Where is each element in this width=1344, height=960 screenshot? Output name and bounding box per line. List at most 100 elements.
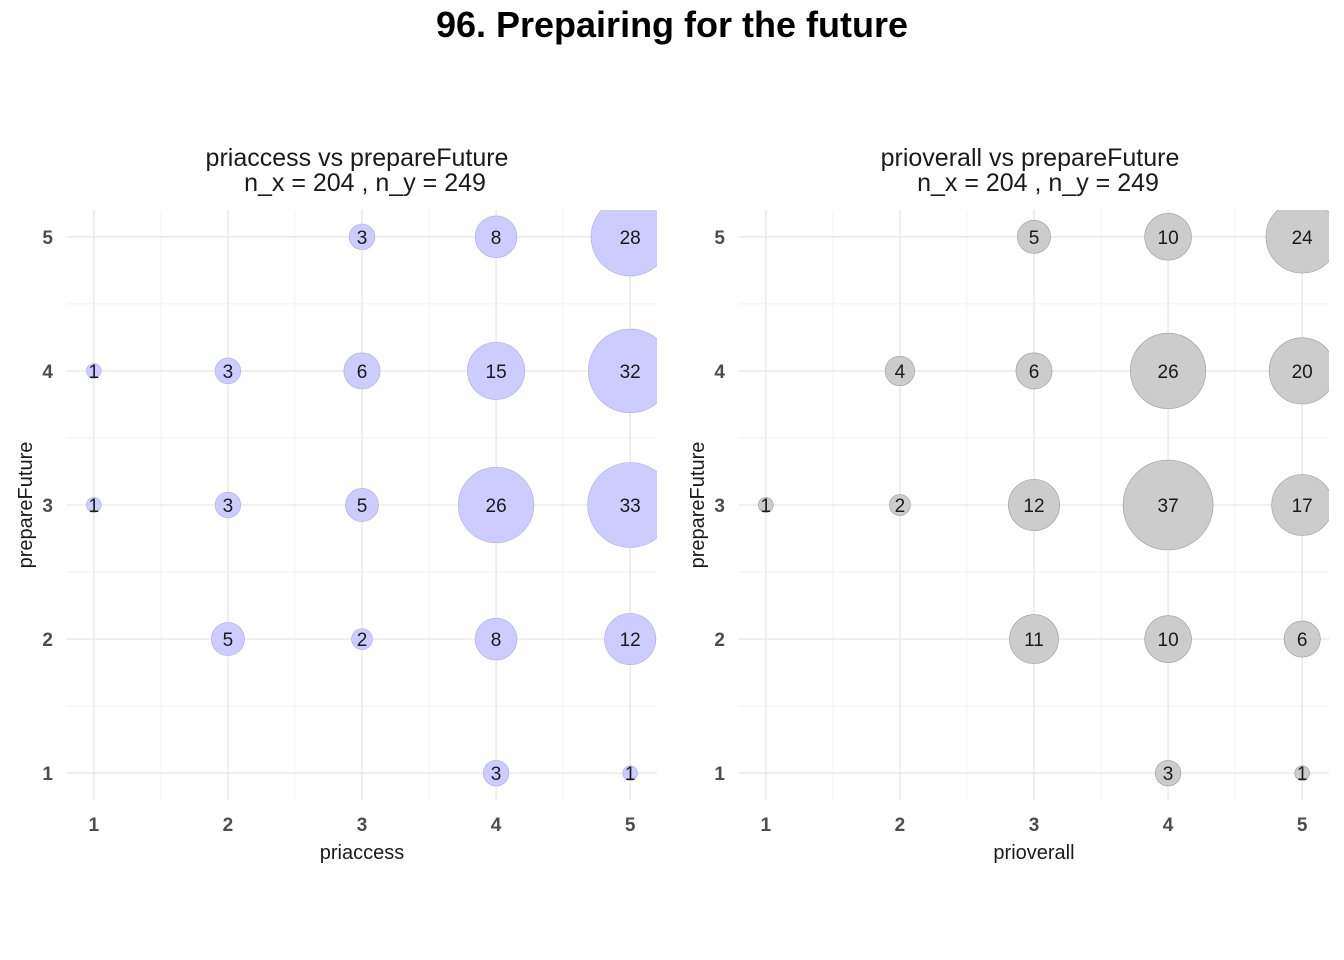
bubble-label: 12 (620, 630, 641, 651)
bubble-label: 1 (89, 362, 100, 383)
bubble (1130, 332, 1207, 409)
bubble-group (86, 210, 657, 787)
bubble-label: 6 (357, 362, 368, 383)
bubble (1268, 337, 1329, 405)
x-tick-label: 3 (357, 815, 368, 836)
bubble-label: 26 (486, 496, 507, 517)
bubble (211, 622, 245, 656)
bubble-label: 37 (1158, 496, 1179, 517)
y-tick-label: 5 (714, 228, 725, 249)
x-tick-label: 2 (223, 815, 234, 836)
bubble (86, 497, 102, 513)
bubble-label: 5 (357, 496, 368, 517)
bubble (86, 363, 102, 379)
bubble (482, 760, 510, 787)
bubble-label: 3 (223, 362, 234, 383)
bubble (467, 341, 526, 400)
bubble-label: 3 (1163, 764, 1174, 785)
bubble-label: 6 (1029, 362, 1040, 383)
bubble-label: 3 (491, 764, 502, 785)
bubble (343, 352, 381, 390)
bubble-label: 1 (1297, 764, 1308, 785)
bubble-label: 10 (1158, 630, 1179, 651)
bubble-label: 8 (491, 630, 502, 651)
bubble-label: 5 (223, 630, 234, 651)
x-tick-label: 5 (1297, 815, 1308, 836)
bubble-label: 32 (620, 362, 641, 383)
x-tick-label: 1 (761, 815, 772, 836)
bubble (588, 328, 657, 414)
y-tick-label: 2 (714, 630, 725, 651)
bubble-label: 2 (895, 496, 906, 517)
panel-subtitle: n_x = 204 , n_y = 249 (244, 169, 486, 197)
panel-title: priaccess vs prepareFuture (206, 144, 509, 172)
bubble (348, 223, 376, 250)
bubble (1154, 760, 1182, 787)
x-tick-label: 4 (1163, 815, 1174, 836)
bubble (622, 765, 638, 781)
x-tick-label: 2 (895, 815, 906, 836)
x-tick-label: 1 (89, 815, 100, 836)
bubble (1122, 459, 1214, 551)
panel-subtitle: n_x = 204 , n_y = 249 (917, 169, 1159, 197)
bubble (758, 497, 774, 513)
chart-main-title: 96. Prepairing for the future (435, 4, 909, 45)
bubble-label: 12 (1023, 496, 1044, 517)
bubble-group (758, 210, 1329, 787)
y-axis-label: prepareFuture (687, 442, 709, 569)
bubble-label: 5 (1029, 228, 1040, 249)
bubble-label: 2 (357, 630, 368, 651)
bubble-label: 3 (357, 228, 368, 249)
bubble-label: 33 (620, 496, 641, 517)
bubble (587, 462, 657, 548)
bubble (1144, 213, 1192, 261)
bubble-label: 10 (1158, 228, 1179, 249)
bubble (604, 613, 657, 666)
bubble (1009, 614, 1059, 664)
bubble (1271, 474, 1329, 536)
y-tick-label: 3 (42, 496, 53, 517)
y-tick-label: 1 (714, 764, 725, 785)
bubble (345, 488, 379, 522)
bubble-label: 15 (486, 362, 507, 383)
bubble (1144, 615, 1192, 663)
y-tick-label: 1 (42, 764, 53, 785)
bubble-label: 6 (1297, 630, 1308, 651)
x-axis-label: prioverall (993, 842, 1074, 864)
bubble-label: 1 (89, 496, 100, 517)
bubble-label: 11 (1024, 630, 1044, 651)
panel-priaccess: 3 8 281 3 6 15 321 3 5 26 335 2 8 123 11 2 3 4 512345priac… (15, 144, 657, 864)
y-tick-label: 5 (42, 228, 53, 249)
bubble (1283, 620, 1321, 658)
x-tick-label: 3 (1029, 815, 1040, 836)
bubble (474, 215, 518, 259)
y-axis-label: prepareFuture (15, 442, 37, 569)
bubble-label: 1 (625, 764, 636, 785)
bubble-label: 3 (223, 496, 234, 517)
y-tick-label: 4 (714, 362, 725, 383)
x-axis-label: priaccess (320, 842, 404, 864)
bubble (458, 466, 535, 544)
bubble (1008, 479, 1060, 531)
bubble (214, 491, 242, 519)
x-tick-label: 5 (625, 815, 636, 836)
y-tick-label: 2 (42, 630, 53, 651)
bubble (474, 617, 518, 661)
bubble (1015, 352, 1053, 390)
bubble-label: 20 (1292, 362, 1313, 383)
bubble (590, 210, 657, 277)
bubble-label: 1 (761, 496, 772, 517)
bubble (889, 494, 911, 516)
bubble (351, 628, 373, 650)
bubble (1017, 219, 1051, 254)
bubble-label: 28 (620, 228, 641, 249)
bubble-label: 8 (491, 228, 502, 249)
bubble (1294, 765, 1310, 781)
bubble-label: 4 (895, 362, 906, 383)
bubble (214, 357, 242, 385)
y-tick-label: 4 (42, 362, 53, 383)
bubble-label: 24 (1292, 228, 1314, 249)
bubble (884, 355, 916, 387)
